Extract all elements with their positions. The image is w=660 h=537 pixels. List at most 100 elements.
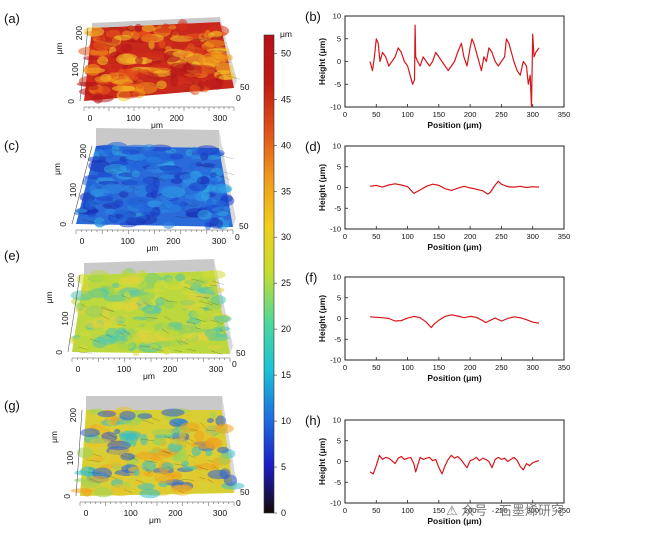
surface-texture [101,220,110,226]
colorbar-unit: μm [280,29,292,39]
colorbar-tick-label: 30 [281,232,291,242]
surface-texture [142,176,158,185]
surface-ridge [149,176,160,180]
surface-ridge [167,72,178,77]
surface-texture [88,156,106,163]
profile-chart: (d) 0 50 100 150 200 250 300 350 -10 -5 0 5 10 Positio… [305,139,570,252]
surface-texture [76,81,99,87]
y-tick-label: 0 [337,57,341,66]
surface-texture [207,469,229,480]
surface-texture [118,430,142,441]
surface-ridge [182,83,191,86]
surface-ridge [183,436,194,442]
y-tick-label: 10 [333,142,341,151]
y-axis-label: Height (μm) [317,38,327,85]
surface-ridge [167,148,175,153]
y-axis-unit: μm [52,163,62,175]
surface-texture [215,415,226,427]
surface-ridge [88,221,97,223]
surface-texture [114,428,121,435]
colorbar-tick-label: 20 [281,324,291,334]
x-axis-unit: μm [147,243,159,253]
surface-ridge [154,57,160,63]
surface-texture [85,305,104,318]
colorbar-tick-label: 40 [281,140,291,150]
surface-ridge [221,175,231,181]
y-tick-label: 5 [337,34,341,43]
x-tick-label: 50 [372,506,380,515]
surface-ridge [130,457,139,461]
surface-ridge [92,453,102,457]
surface-texture [184,72,207,78]
surface-texture [123,318,143,327]
surface-texture [111,414,118,426]
surface-texture [97,410,117,418]
surface-texture [159,185,183,197]
x-tick-label: 350 [558,232,571,241]
x-tick-label: 150 [433,110,446,119]
surface-ridge [152,177,165,181]
z-tick-label: 50 [236,348,246,358]
surface-texture [214,423,234,434]
surface-texture [188,471,206,482]
surface-ridge [190,278,204,283]
x-axis-label: Position (μm) [427,120,481,130]
x-axis-label: Position (μm) [427,242,481,252]
surface-texture [79,331,91,337]
surface-texture [176,324,194,335]
surface-ridge [148,84,163,88]
surface-texture [104,208,116,216]
surface-texture [94,217,105,228]
surface-texture [188,182,207,192]
surface-texture [76,273,92,285]
surface-texture [164,472,183,478]
surface-texture [113,210,129,215]
surface-texture [197,209,212,220]
surface-ridge [186,321,196,325]
surface-texture [129,298,148,309]
surface-texture [179,429,186,441]
surface-ridge [211,350,224,355]
x-tick-label: 200 [464,363,477,372]
surface-ridge [161,205,169,210]
x-tick-label: 150 [433,363,446,372]
surface-texture [82,177,93,186]
surface-texture [207,345,223,350]
surface-texture [207,176,218,184]
surface-ridge [164,316,172,320]
surface-texture [145,192,156,198]
surface-texture [143,288,162,293]
x-tick-label: 300 [213,113,227,123]
y-axis-line [71,145,93,225]
surface-ridge [185,203,196,207]
y-tick-label: -10 [330,499,341,508]
panel-label: (e) [4,248,20,263]
surface-texture [136,79,145,89]
surface-ridge [184,441,191,445]
profile-charts: (b)0 50 100 150 200 250 300 350-10-50510Positio… [305,9,570,526]
y-tick-label: 0 [337,183,341,192]
surface-texture [133,469,140,477]
surface-texture [149,343,159,350]
surface-ridge [136,302,142,306]
watermark-text: ⚠ 众号 · 石墨烯研究 [446,503,564,518]
x-tick-label: 0 [88,113,93,123]
surface-texture [125,144,149,150]
surface-texture [170,62,192,72]
surface-texture [163,299,176,310]
surface-ridge [91,177,101,182]
back-wall [84,259,214,275]
y-tick-label: 5 [337,436,341,445]
y-axis-unit: μm [44,292,54,304]
surface-texture [106,458,129,467]
surface-texture [112,340,134,351]
surface-texture [135,56,143,65]
surface-ridge [187,348,196,352]
surface-ridge [195,38,210,42]
colorbar: μm 0 5 10 15 20 25 30 35 40 45 50 [263,29,292,518]
surface-texture [118,91,140,99]
surface-texture [209,219,224,229]
surface-ridge [174,350,183,352]
